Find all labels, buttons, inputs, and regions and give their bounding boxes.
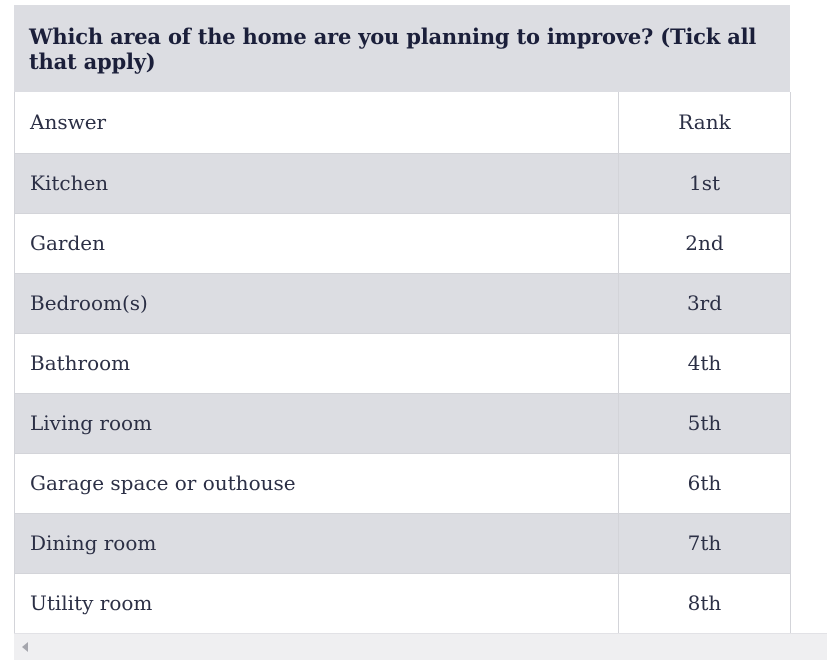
rank-cell: 7th: [618, 513, 791, 574]
table-header-row: Answer Rank: [14, 92, 791, 154]
table-row: Living room 5th: [14, 393, 791, 454]
table-row: Dining room 7th: [14, 513, 791, 574]
answer-cell: Bathroom: [14, 333, 619, 394]
answer-cell: Dining room: [14, 513, 619, 574]
table-row: Garden 2nd: [14, 213, 791, 274]
answer-cell: Garage space or outhouse: [14, 453, 619, 514]
table-row: Garage space or outhouse 6th: [14, 453, 791, 514]
horizontal-scrollbar[interactable]: [14, 633, 827, 660]
rank-cell: 3rd: [618, 273, 791, 334]
survey-table: Which area of the home are you planning …: [14, 5, 791, 633]
rank-cell: 5th: [618, 393, 791, 454]
rank-cell: 4th: [618, 333, 791, 394]
column-header-rank: Rank: [618, 92, 791, 154]
chevron-left-icon[interactable]: [22, 642, 28, 652]
table-row: Bathroom 4th: [14, 333, 791, 394]
rank-cell: 1st: [618, 153, 791, 214]
table-row: Utility room 8th: [14, 573, 791, 633]
answer-cell: Garden: [14, 213, 619, 274]
rank-cell: 6th: [618, 453, 791, 514]
table-caption: Which area of the home are you planning …: [14, 5, 790, 92]
rank-cell: 2nd: [618, 213, 791, 274]
table-row: Bedroom(s) 3rd: [14, 273, 791, 334]
rank-cell: 8th: [618, 573, 791, 633]
column-header-answer: Answer: [14, 92, 619, 154]
answer-cell: Kitchen: [14, 153, 619, 214]
results-table: Answer Rank Kitchen 1st Garden 2nd Bedro…: [14, 92, 791, 633]
answer-cell: Living room: [14, 393, 619, 454]
answer-cell: Bedroom(s): [14, 273, 619, 334]
answer-cell: Utility room: [14, 573, 619, 633]
table-row: Kitchen 1st: [14, 153, 791, 214]
